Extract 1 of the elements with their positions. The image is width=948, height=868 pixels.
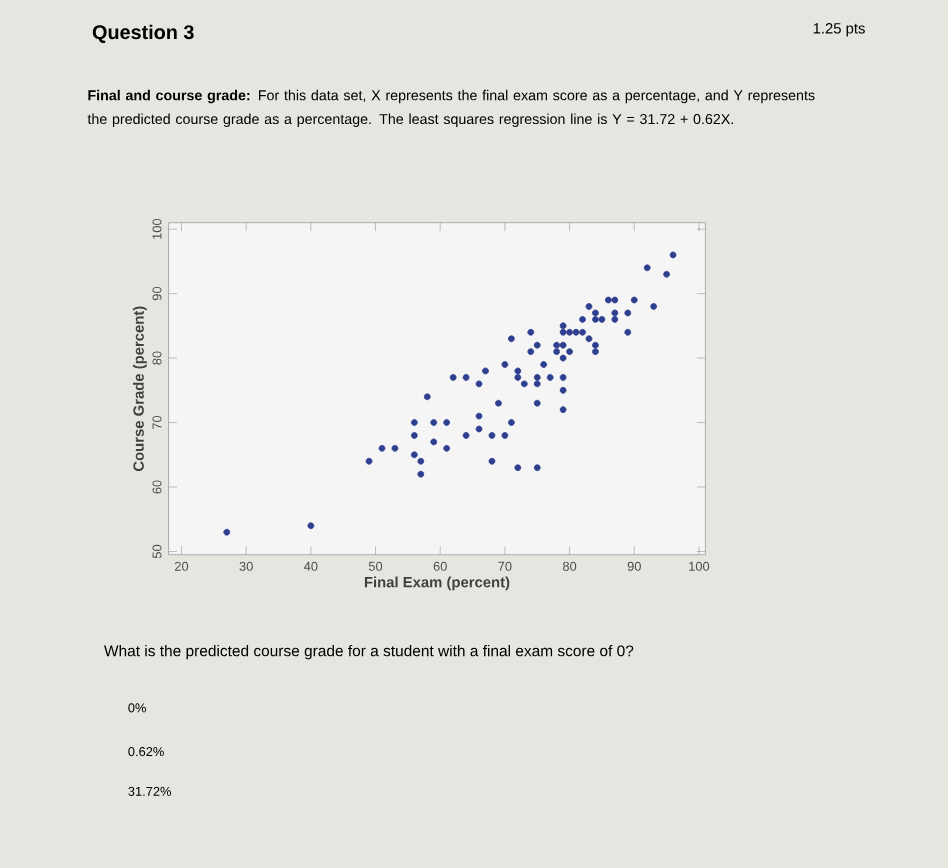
chart-title: Question 3 — [92, 24, 194, 43]
